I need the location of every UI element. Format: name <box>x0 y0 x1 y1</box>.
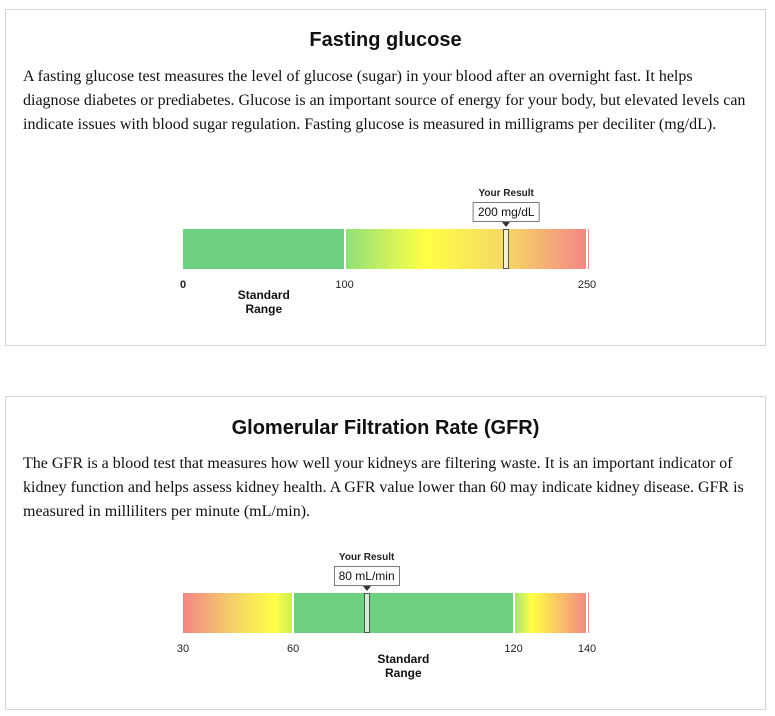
gfr-panel: Glomerular Filtration Rate (GFR) The GFR… <box>5 396 766 710</box>
tick-label: 30 <box>176 643 190 655</box>
panel-description: The GFR is a blood test that measures ho… <box>23 455 744 520</box>
gauge-divider <box>292 593 295 633</box>
panel-description: A fasting glucose test measures the leve… <box>23 68 746 133</box>
result-marker <box>503 229 510 269</box>
gauge-divider <box>343 229 346 269</box>
result-value-box: 80 mL/min <box>333 566 400 586</box>
tick-label: 60 <box>287 643 300 655</box>
gauge-gradient <box>183 593 589 633</box>
panel-title: Fasting glucose <box>309 29 462 51</box>
gauge-gradient <box>183 229 589 269</box>
gauge-bar <box>183 593 589 633</box>
standard-range-label: Standard Range <box>237 288 290 316</box>
gauge-bar <box>183 229 589 269</box>
tick-label: 0 <box>179 279 187 291</box>
result-marker <box>363 593 370 633</box>
result-pointer-icon <box>502 222 511 227</box>
result-heading: Your Result <box>338 552 395 563</box>
result-value-box: 200 mg/dL <box>472 202 540 222</box>
standard-range-label: Standard Range <box>377 652 430 680</box>
result-pointer-icon <box>362 586 371 591</box>
tick-label: 140 <box>577 643 597 655</box>
tick-label: 250 <box>577 279 597 291</box>
tick-label: 120 <box>504 643 523 655</box>
fasting-glucose-panel: Fasting glucose A fasting glucose test m… <box>5 9 766 346</box>
gauge-divider <box>586 593 588 633</box>
gauge-divider <box>586 229 588 269</box>
panel-title: Glomerular Filtration Rate (GFR) <box>231 417 540 439</box>
tick-label: 100 <box>335 279 354 291</box>
result-heading: Your Result <box>478 188 534 199</box>
gauge-divider <box>512 593 515 633</box>
